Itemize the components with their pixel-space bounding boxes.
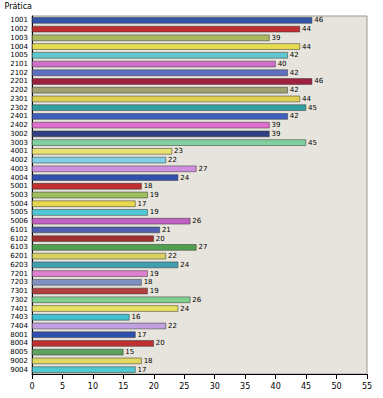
svg-text:45: 45 — [301, 382, 311, 391]
svg-text:1002: 1002 — [10, 25, 28, 33]
svg-text:17: 17 — [138, 200, 147, 208]
svg-text:0: 0 — [29, 382, 34, 391]
svg-text:5005: 5005 — [10, 208, 28, 216]
svg-text:18: 18 — [144, 357, 153, 365]
svg-text:Prática: Prática — [4, 2, 32, 11]
svg-text:15: 15 — [125, 348, 134, 356]
svg-text:44: 44 — [302, 43, 311, 51]
svg-text:5: 5 — [60, 382, 65, 391]
svg-text:44: 44 — [302, 95, 311, 103]
svg-text:1001: 1001 — [10, 16, 28, 24]
svg-text:39: 39 — [272, 34, 281, 42]
svg-text:17: 17 — [138, 331, 147, 339]
svg-text:23: 23 — [174, 147, 183, 155]
svg-text:3002: 3002 — [10, 130, 28, 138]
svg-text:26: 26 — [192, 296, 201, 304]
svg-text:42: 42 — [290, 51, 299, 59]
svg-text:19: 19 — [150, 270, 159, 278]
svg-text:25: 25 — [179, 382, 189, 391]
svg-text:1003: 1003 — [10, 34, 28, 42]
svg-text:2102: 2102 — [10, 69, 28, 77]
svg-text:7404: 7404 — [10, 322, 28, 330]
svg-text:7201: 7201 — [10, 270, 28, 278]
svg-text:5006: 5006 — [10, 217, 28, 225]
svg-text:35: 35 — [240, 382, 250, 391]
svg-text:18: 18 — [144, 182, 153, 190]
svg-text:6203: 6203 — [10, 261, 28, 269]
svg-text:6101: 6101 — [10, 226, 28, 234]
svg-text:15: 15 — [118, 382, 128, 391]
svg-text:2301: 2301 — [10, 95, 28, 103]
svg-text:4003: 4003 — [10, 165, 28, 173]
svg-text:5004: 5004 — [10, 200, 28, 208]
svg-text:2101: 2101 — [10, 60, 28, 68]
svg-text:6103: 6103 — [10, 243, 28, 251]
svg-text:24: 24 — [180, 261, 189, 269]
svg-text:22: 22 — [168, 322, 177, 330]
svg-text:20: 20 — [149, 382, 159, 391]
svg-text:1005: 1005 — [10, 51, 28, 59]
svg-text:1004: 1004 — [10, 43, 28, 51]
svg-text:4002: 4002 — [10, 156, 28, 164]
svg-text:19: 19 — [150, 287, 159, 295]
svg-text:5003: 5003 — [10, 191, 28, 199]
svg-text:17: 17 — [138, 366, 147, 374]
svg-text:22: 22 — [168, 156, 177, 164]
svg-text:21: 21 — [162, 226, 171, 234]
svg-text:46: 46 — [314, 77, 323, 85]
svg-text:42: 42 — [290, 69, 299, 77]
svg-text:9002: 9002 — [10, 357, 28, 365]
svg-text:7403: 7403 — [10, 313, 28, 321]
svg-text:9004: 9004 — [10, 366, 28, 374]
svg-text:26: 26 — [192, 217, 201, 225]
svg-text:55: 55 — [362, 382, 372, 391]
svg-text:5001: 5001 — [10, 182, 28, 190]
svg-text:39: 39 — [272, 121, 281, 129]
svg-text:2202: 2202 — [10, 86, 28, 94]
svg-text:27: 27 — [198, 165, 207, 173]
svg-text:20: 20 — [156, 339, 165, 347]
svg-text:10: 10 — [88, 382, 98, 391]
svg-text:42: 42 — [290, 112, 299, 120]
svg-text:7302: 7302 — [10, 296, 28, 304]
svg-text:7203: 7203 — [10, 278, 28, 286]
svg-text:4001: 4001 — [10, 147, 28, 155]
svg-text:8004: 8004 — [10, 339, 28, 347]
svg-text:22: 22 — [168, 252, 177, 260]
svg-text:19: 19 — [150, 191, 159, 199]
svg-text:2302: 2302 — [10, 104, 28, 112]
svg-text:8001: 8001 — [10, 331, 28, 339]
svg-text:6102: 6102 — [10, 235, 28, 243]
svg-text:50: 50 — [331, 382, 341, 391]
svg-text:24: 24 — [180, 174, 189, 182]
svg-text:46: 46 — [314, 16, 323, 24]
svg-text:42: 42 — [290, 86, 299, 94]
svg-text:19: 19 — [150, 208, 159, 216]
svg-text:40: 40 — [271, 382, 281, 391]
svg-text:2401: 2401 — [10, 112, 28, 120]
svg-text:2201: 2201 — [10, 77, 28, 85]
svg-text:7401: 7401 — [10, 305, 28, 313]
svg-text:45: 45 — [308, 104, 317, 112]
svg-text:24: 24 — [180, 305, 189, 313]
svg-text:4004: 4004 — [10, 174, 28, 182]
svg-text:18: 18 — [144, 278, 153, 286]
svg-text:44: 44 — [302, 25, 311, 33]
svg-text:3003: 3003 — [10, 139, 28, 147]
svg-text:40: 40 — [278, 60, 287, 68]
svg-text:16: 16 — [131, 313, 140, 321]
svg-text:7301: 7301 — [10, 287, 28, 295]
svg-text:27: 27 — [198, 243, 207, 251]
svg-text:30: 30 — [210, 382, 220, 391]
svg-text:8005: 8005 — [10, 348, 28, 356]
svg-text:2402: 2402 — [10, 121, 28, 129]
svg-text:45: 45 — [308, 139, 317, 147]
svg-text:39: 39 — [272, 130, 281, 138]
svg-text:6201: 6201 — [10, 252, 28, 260]
svg-text:20: 20 — [156, 235, 165, 243]
